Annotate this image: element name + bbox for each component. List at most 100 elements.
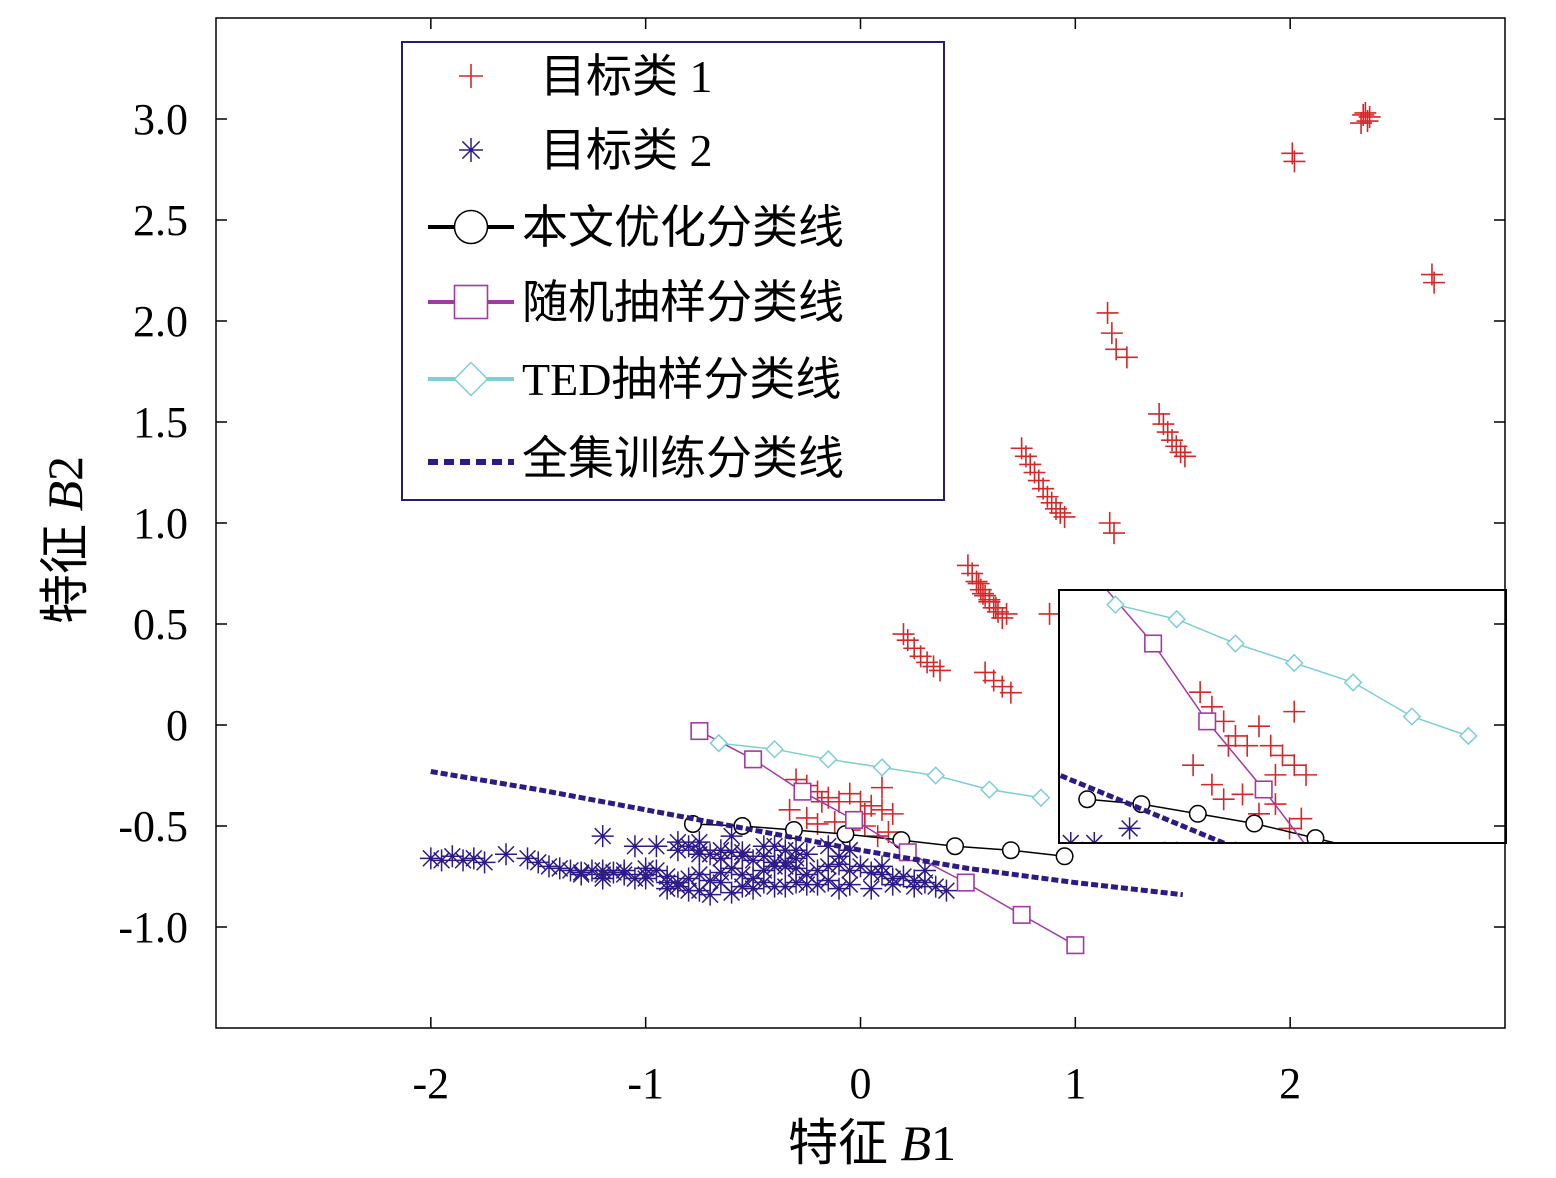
data-point <box>1103 522 1125 545</box>
data-point <box>688 863 711 886</box>
data-point <box>1307 331 1329 353</box>
series-4 <box>709 733 1051 808</box>
line-marker <box>1198 712 1217 731</box>
data-point <box>1533 63 1555 85</box>
data-point <box>570 863 593 886</box>
data-point <box>720 841 743 864</box>
data-point <box>473 851 496 874</box>
series-5 <box>430 769 1184 898</box>
data-point <box>1236 886 1258 908</box>
legend-label: 随机抽样分类线 <box>522 277 844 328</box>
data-point <box>1290 807 1313 830</box>
data-point <box>1107 929 1129 951</box>
data-point <box>795 843 818 866</box>
data-point <box>838 859 861 882</box>
line-marker <box>1254 780 1273 799</box>
data-point <box>1189 871 1211 893</box>
data-point <box>1115 346 1138 369</box>
data-point <box>785 871 808 894</box>
data-point <box>1173 445 1196 468</box>
data-point <box>1410 277 1432 299</box>
data-point <box>1420 282 1442 304</box>
line-marker <box>1245 814 1264 833</box>
data-point <box>742 849 765 872</box>
data-point <box>971 582 994 605</box>
data-point <box>559 859 582 882</box>
data-point <box>1340 409 1362 431</box>
data-point <box>1130 939 1152 961</box>
data-point <box>806 873 829 896</box>
data-point <box>1295 934 1317 956</box>
legend-box <box>401 41 945 501</box>
series-0 <box>778 101 1446 848</box>
data-point <box>1377 165 1399 187</box>
data-point <box>1095 959 1117 981</box>
data-point <box>849 855 872 878</box>
series-line <box>430 769 1184 898</box>
line-marker <box>1459 726 1478 746</box>
data-point <box>806 859 829 882</box>
data-point <box>778 798 801 821</box>
data-point <box>1036 900 1058 922</box>
data-point <box>1236 866 1258 888</box>
data-point <box>613 863 636 886</box>
data-point <box>1283 890 1305 912</box>
data-point <box>1095 924 1117 946</box>
data-point <box>1213 900 1235 922</box>
inset-frame <box>1058 589 1507 844</box>
legend-marker <box>459 138 483 162</box>
data-point <box>1483 49 1505 71</box>
data-point <box>1081 841 1084 843</box>
data-point <box>828 845 851 868</box>
line-marker <box>1284 653 1304 673</box>
data-point <box>677 835 700 858</box>
data-point <box>1201 861 1223 883</box>
data-point <box>720 825 743 848</box>
data-point <box>1347 418 1369 440</box>
data-point <box>989 905 1011 927</box>
data-point <box>1212 788 1235 811</box>
data-point <box>1260 890 1282 912</box>
data-point <box>1189 895 1211 917</box>
data-point <box>763 875 786 898</box>
data-point <box>916 651 939 674</box>
data-point <box>1142 920 1164 942</box>
data-point <box>1319 365 1341 387</box>
y-tick-label: 0.5 <box>133 600 188 649</box>
legend-entry: 本文优化分类线 <box>428 202 844 253</box>
data-point <box>849 790 872 813</box>
data-point <box>892 865 915 888</box>
data-point <box>1283 700 1306 723</box>
x-tick-label: 2 <box>1279 1059 1301 1108</box>
data-point <box>1474 29 1496 51</box>
line-marker <box>946 837 965 856</box>
data-point <box>1330 900 1352 922</box>
data-point <box>1119 856 1141 878</box>
data-point <box>1342 939 1364 961</box>
data-point <box>974 584 997 607</box>
data-point <box>731 863 754 886</box>
data-point <box>1177 851 1199 873</box>
data-point <box>977 817 999 839</box>
data-point <box>699 883 722 906</box>
data-point <box>656 877 679 900</box>
series-4 <box>1106 595 1478 746</box>
data-point <box>1259 734 1282 757</box>
line-marker <box>1314 859 1331 876</box>
data-point <box>930 895 952 917</box>
line-marker <box>1226 634 1245 653</box>
data-point <box>742 877 765 900</box>
data-point <box>1350 112 1373 135</box>
data-point <box>1295 920 1317 942</box>
data-point <box>1083 861 1105 883</box>
data-point <box>785 839 808 862</box>
data-point <box>1406 443 1428 465</box>
data-point <box>1283 754 1306 777</box>
legend-marker <box>459 64 483 88</box>
data-point <box>1189 851 1211 873</box>
data-point <box>666 831 689 854</box>
data-point <box>1177 881 1199 903</box>
data-point <box>928 659 951 682</box>
data-point <box>1248 934 1270 956</box>
